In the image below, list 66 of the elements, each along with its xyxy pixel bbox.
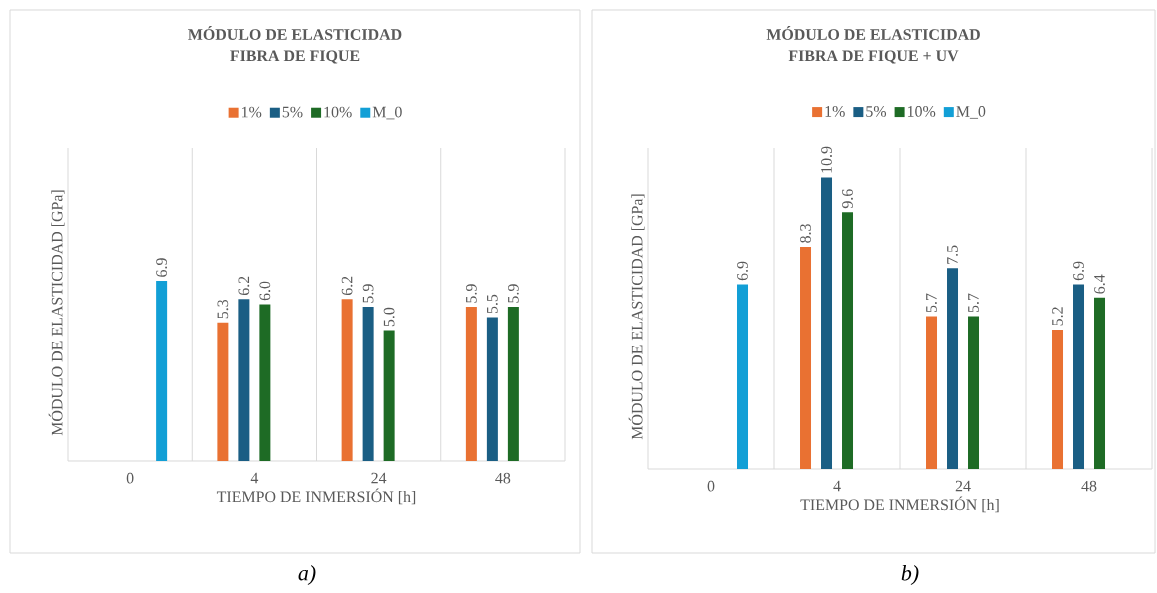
- data-label: 5.3: [217, 299, 229, 319]
- bar: [800, 246, 812, 469]
- legend-label: M_0: [372, 106, 402, 120]
- x-tick-label: 48: [495, 472, 511, 484]
- legend-label: 1%: [825, 106, 845, 117]
- bar: [486, 317, 498, 461]
- bar: [341, 299, 353, 461]
- data-label: 6.4: [1094, 274, 1105, 294]
- text: b): [901, 565, 919, 585]
- bar: [156, 281, 168, 461]
- bar: [1094, 297, 1106, 469]
- x-tick-label: 24: [955, 480, 971, 492]
- data-label: 5.7: [968, 293, 979, 313]
- data-label: 9.6: [842, 189, 853, 209]
- data-label: 5.2: [1052, 307, 1063, 326]
- bar: [217, 322, 229, 461]
- bar: [842, 212, 854, 469]
- data-label: 5.9: [507, 284, 519, 303]
- bar: [362, 307, 374, 461]
- data-label: 5.9: [465, 284, 477, 303]
- bar: [1052, 329, 1064, 469]
- x-tick-label: 48: [1081, 480, 1097, 492]
- x-axis-title: TIEMPO DE INMERSIÓN [h]: [216, 488, 416, 505]
- data-label: 6.2: [238, 276, 250, 296]
- data-label: 6.9: [156, 258, 168, 277]
- x-tick-label: 0: [707, 480, 715, 492]
- y-axis-title: MÓDULO DE ELASTICIDAD [GPa]: [48, 190, 65, 436]
- bar: [383, 330, 395, 461]
- data-label: 6.9: [1073, 261, 1084, 281]
- data-label: 7.5: [947, 245, 958, 264]
- legend-label: 5%: [282, 106, 303, 118]
- legend-label: 10%: [324, 106, 352, 118]
- data-label: 5.7: [926, 293, 937, 313]
- bar: [1073, 284, 1085, 469]
- chart-subtitle: FIBRA DE FIQUE + UV: [788, 50, 959, 64]
- x-tick-label: 4: [833, 480, 841, 492]
- bar: [968, 316, 980, 469]
- data-label: 6.9: [737, 261, 748, 281]
- chart-title: MÓDULO DE ELASTICIDAD: [766, 26, 980, 40]
- legend-label: M_0: [956, 106, 986, 119]
- x-tick-label: 4: [250, 472, 259, 484]
- legend-label: 1%: [242, 106, 262, 118]
- x-tick-label: 24: [371, 472, 387, 484]
- data-label: 5.0: [383, 307, 395, 327]
- legend-label: 5%: [866, 106, 887, 117]
- x-axis-title: TIEMPO DE INMERSIÓN [h]: [800, 496, 999, 513]
- bar: [507, 307, 519, 461]
- text: a): [298, 565, 316, 585]
- data-label: 8.3: [800, 224, 811, 243]
- data-label: 6.0: [259, 281, 271, 301]
- bar: [947, 268, 959, 469]
- y-axis-title: MÓDULO DE ELASTICIDAD [GPa]: [628, 194, 645, 440]
- data-label: 5.5: [487, 294, 498, 314]
- legend-label: 10%: [907, 106, 936, 117]
- bar: [737, 284, 749, 469]
- bar: [465, 307, 477, 461]
- chart-subtitle: FIBRA DE FIQUE: [230, 50, 360, 64]
- data-label: 5.9: [362, 284, 374, 303]
- bar: [259, 304, 271, 461]
- chart-title: MÓDULO DE ELASTICIDAD: [188, 26, 402, 40]
- bar: [926, 316, 938, 469]
- x-tick-label: 0: [126, 472, 134, 484]
- data-label: 10.9: [821, 146, 832, 173]
- bar: [238, 299, 250, 461]
- data-label: 6.2: [341, 276, 353, 296]
- bar: [821, 177, 833, 469]
